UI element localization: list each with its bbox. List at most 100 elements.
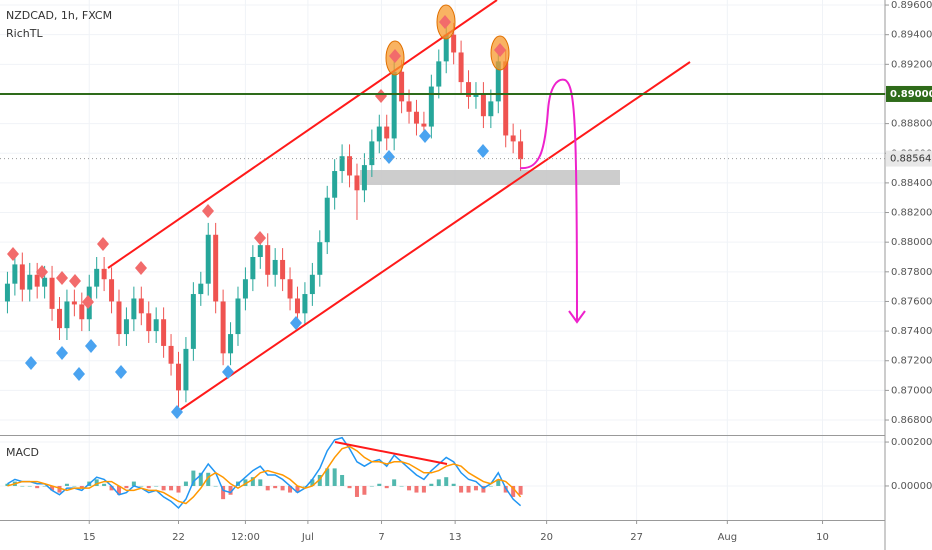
candle-body: [79, 304, 85, 320]
macd-histogram-bar: [183, 481, 188, 486]
macd-histogram-bar: [5, 483, 10, 486]
candle-body: [42, 277, 48, 287]
diamond-marker: [115, 365, 127, 379]
candle-body: [175, 363, 181, 391]
x-tick-label: 10: [816, 532, 829, 543]
candle-body: [287, 279, 293, 299]
divergence-line: [334, 441, 448, 465]
y-tick-label: 0.87200: [891, 356, 932, 367]
macd-histogram-bar: [221, 485, 226, 500]
projection-arrow: [519, 78, 578, 321]
candle-body: [4, 283, 10, 302]
macd-histogram-bar: [347, 485, 352, 489]
candle-body: [428, 86, 434, 127]
candle-body: [265, 245, 271, 275]
y-tick-label: 0.88400: [891, 178, 932, 189]
macd-histogram-bar: [518, 485, 523, 495]
macd-histogram-bar: [295, 485, 300, 493]
richtl-markers: [7, 15, 506, 419]
macd-histogram-bar: [116, 485, 121, 495]
macd-histogram-bar: [488, 485, 493, 487]
candle-body: [161, 319, 167, 346]
candle-body: [153, 319, 159, 332]
candle-body: [220, 301, 226, 354]
candle-body: [27, 274, 33, 290]
candle-body: [19, 264, 25, 290]
diamond-marker: [254, 231, 266, 245]
diamond-marker: [222, 365, 234, 379]
macd-histogram-bar: [466, 485, 471, 493]
x-tick-label: 12:00: [231, 532, 260, 543]
macd-histogram-bar: [444, 477, 449, 486]
candle-body: [294, 298, 300, 314]
candle-body: [198, 283, 204, 295]
macd-histogram-bar: [79, 485, 84, 489]
level-label: 0.89000: [890, 89, 932, 100]
candle-body: [451, 34, 457, 53]
arrow-head: [568, 310, 586, 324]
x-tick-label: 20: [540, 532, 553, 543]
candle-body: [228, 334, 234, 354]
candle-body: [109, 279, 115, 302]
candle-body: [49, 277, 55, 309]
macd-histogram-bar: [399, 485, 404, 487]
diamond-marker: [375, 89, 387, 103]
x-tick-label: Jul: [301, 532, 314, 543]
macd-histogram-bar: [139, 485, 144, 487]
candle-body: [309, 274, 315, 295]
y-tick-label: 0.89600: [891, 0, 932, 11]
diamond-marker: [477, 144, 489, 158]
macd-histogram-bar: [206, 472, 211, 486]
diamond-marker: [389, 49, 401, 63]
candle-body: [480, 93, 486, 117]
macd-histogram-bar: [109, 485, 114, 491]
channel-lower: [176, 61, 691, 413]
chart-title: NZDCAD, 1h, FXCM: [6, 9, 112, 22]
candle-body: [354, 175, 360, 191]
candle-body: [413, 111, 419, 124]
y-tick-label: 0.87400: [891, 326, 932, 337]
candle-body: [12, 264, 18, 284]
candle-body: [347, 156, 353, 176]
macd-histogram-bar: [57, 485, 62, 493]
macd-histogram-bar: [176, 485, 181, 493]
candle-body: [242, 279, 248, 299]
channel-upper: [107, 0, 498, 269]
macd-histogram-bar: [20, 485, 25, 487]
diamond-marker: [56, 346, 68, 360]
diamond-marker: [69, 274, 81, 288]
y-tick-label: 0.86800: [891, 415, 932, 426]
candles: [4, 22, 524, 412]
macd-histogram-bar: [228, 485, 233, 495]
macd-histogram-bar: [146, 485, 151, 489]
macd-histogram-bar: [102, 483, 107, 486]
diamond-marker: [97, 237, 109, 251]
macd-histogram-bar: [362, 485, 367, 495]
macd-histogram-bar: [392, 479, 397, 486]
diamond-marker: [56, 271, 68, 285]
candle-body: [101, 268, 107, 280]
candle-body: [131, 298, 137, 320]
candle-body: [361, 165, 367, 191]
y-tick-label: 0.88200: [891, 208, 932, 219]
candle-body: [94, 268, 100, 287]
macd-title: MACD: [6, 446, 39, 459]
x-tick-label: 7: [378, 532, 384, 543]
x-tick-label: 15: [83, 532, 96, 543]
y2-tick-label: 0.00200: [891, 437, 932, 448]
candle-body: [213, 234, 219, 302]
candle-body: [495, 61, 501, 102]
macd-histogram-bar: [384, 485, 389, 489]
candle-body: [116, 301, 122, 335]
candle-body: [466, 82, 472, 97]
macd-histogram-bar: [280, 485, 285, 491]
candle-body: [332, 171, 338, 198]
macd-histogram-bar: [451, 483, 456, 486]
candle-body: [436, 61, 442, 87]
candle-body: [257, 245, 263, 257]
x-tick-label: 22: [172, 532, 185, 543]
macd-histogram-bar: [429, 483, 434, 486]
